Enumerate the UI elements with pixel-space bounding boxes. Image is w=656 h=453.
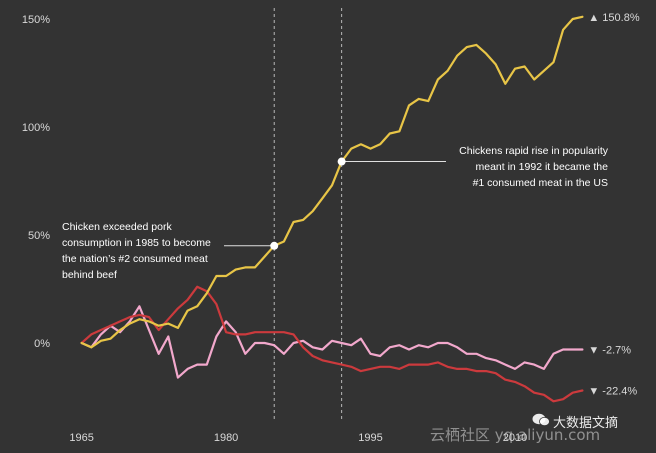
y-tick-label: 150% bbox=[22, 14, 50, 26]
x-tick-label: 1995 bbox=[358, 432, 382, 444]
series-line-pork bbox=[80, 305, 584, 379]
annotation-marker bbox=[337, 157, 346, 166]
y-tick-label: 100% bbox=[22, 122, 50, 134]
end-label-beef: ▼ -22.4% bbox=[588, 386, 637, 398]
wechat-icon bbox=[532, 413, 550, 427]
annotation-text-line: meant in 1992 it became the bbox=[475, 161, 608, 173]
x-tick-label: 1965 bbox=[69, 432, 93, 444]
annotation-text-line: #1 consumed meat in the US bbox=[473, 177, 608, 189]
y-tick-label: 0% bbox=[34, 338, 50, 350]
end-label-pork: ▼ -2.7% bbox=[588, 344, 631, 356]
annotation-text-line: Chicken exceeded pork bbox=[62, 221, 172, 233]
annotation-text-line: behind beef bbox=[62, 269, 117, 281]
annotation-text-line: the nation’s #2 consumed meat bbox=[62, 253, 208, 265]
annotation-text-line: consumption in 1985 to become bbox=[62, 237, 211, 249]
x-tick-label: 1980 bbox=[214, 432, 238, 444]
x-tick-label: 2010 bbox=[503, 432, 527, 444]
annotation-marker bbox=[270, 241, 279, 250]
watermark-site: 云栖社区 yq.aliyun.com bbox=[430, 426, 601, 444]
end-label-chicken: ▲ 150.8% bbox=[588, 12, 639, 24]
watermark-brand: 大数据文摘 bbox=[553, 416, 619, 431]
series-line-beef bbox=[80, 285, 584, 403]
y-tick-label: 50% bbox=[28, 230, 50, 242]
series-line-chicken bbox=[80, 15, 584, 349]
annotation-text-line: Chickens rapid rise in popularity bbox=[459, 145, 609, 157]
